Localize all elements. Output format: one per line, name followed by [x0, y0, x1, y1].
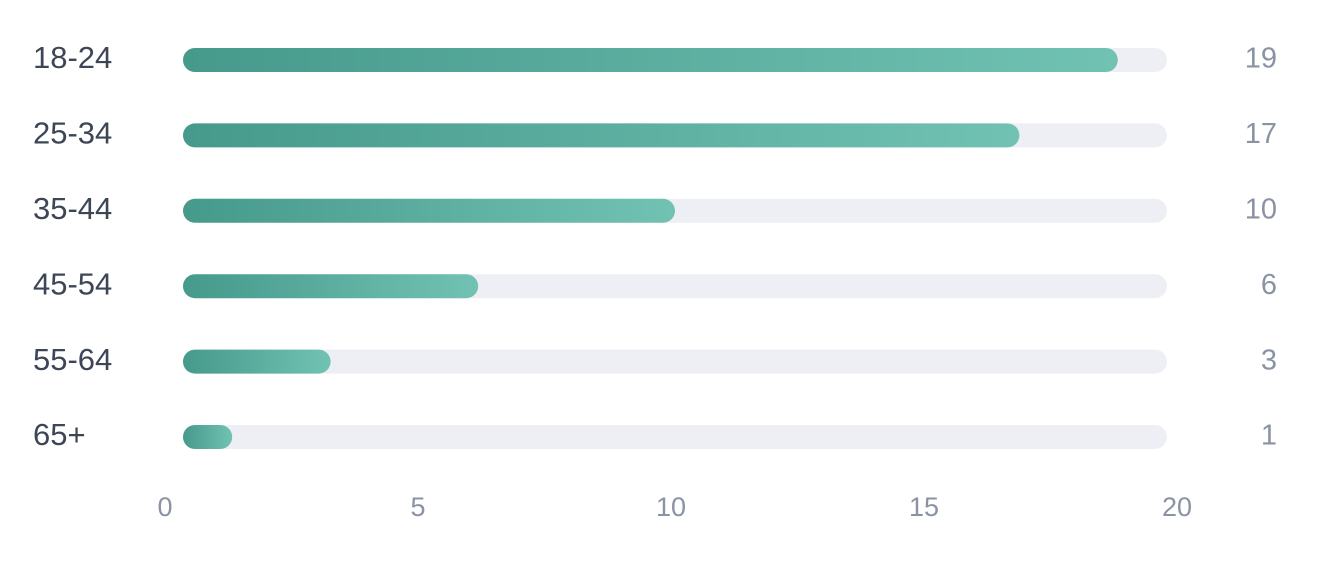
value-label: 6 — [1261, 269, 1277, 301]
category-label: 18-24 — [33, 40, 112, 75]
category-label: 55-64 — [33, 342, 112, 377]
value-label: 3 — [1261, 344, 1277, 376]
category-label: 65+ — [33, 417, 86, 452]
category-label: 45-54 — [33, 266, 112, 301]
bar-track — [183, 425, 1167, 449]
category-label: 35-44 — [33, 191, 112, 226]
x-tick-label: 15 — [909, 492, 939, 522]
bar — [183, 48, 1118, 72]
x-tick-label: 5 — [410, 492, 425, 522]
bar — [183, 425, 233, 449]
bar — [183, 123, 1020, 148]
value-label: 17 — [1245, 118, 1277, 150]
bar — [183, 349, 331, 374]
x-tick-label: 0 — [157, 492, 172, 522]
x-tick-label: 10 — [656, 492, 686, 522]
x-tick-label: 20 — [1162, 492, 1192, 522]
value-label: 19 — [1245, 43, 1277, 75]
bar — [183, 274, 479, 299]
category-label: 25-34 — [33, 116, 112, 151]
bar — [183, 198, 675, 223]
value-label: 1 — [1261, 420, 1277, 452]
value-label: 10 — [1245, 193, 1277, 225]
bar-track — [183, 349, 1167, 374]
